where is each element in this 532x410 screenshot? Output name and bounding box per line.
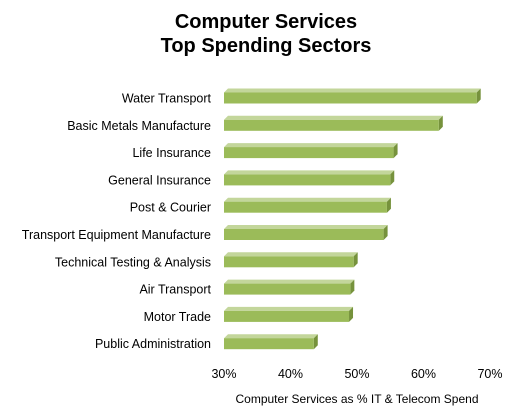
- x-tick-label: 70%: [477, 367, 502, 381]
- category-label: Air Transport: [139, 283, 211, 297]
- bar-side: [390, 170, 395, 186]
- category-label: Transport Equipment Manufacture: [22, 228, 211, 242]
- category-label: Basic Metals Manufacture: [67, 119, 211, 133]
- bar: [224, 115, 443, 131]
- bar-side: [393, 143, 398, 159]
- bar-face: [224, 174, 391, 186]
- bar-side: [438, 115, 443, 131]
- bar: [224, 225, 388, 240]
- x-tick-labels: 30% 40% 50% 60% 70%: [211, 367, 502, 381]
- bar-top: [224, 143, 398, 148]
- x-tick-label: 50%: [344, 367, 369, 381]
- bar-top: [224, 225, 388, 229]
- bar-face: [224, 119, 439, 131]
- x-axis-title: Computer Services as % IT & Telecom Spen…: [236, 392, 479, 406]
- bars-layer: [224, 88, 481, 350]
- category-label: Water Transport: [122, 92, 212, 106]
- bar-top: [224, 170, 395, 175]
- bar: [224, 252, 358, 268]
- category-label: Life Insurance: [132, 146, 211, 160]
- bar-face: [224, 201, 387, 213]
- x-tick-label: 30%: [211, 367, 236, 381]
- bar: [224, 170, 395, 186]
- bar-side: [383, 225, 388, 240]
- category-label: Post & Courier: [130, 201, 211, 215]
- category-label: General Insurance: [108, 173, 211, 187]
- bar-side: [349, 306, 354, 322]
- bar-top: [224, 197, 391, 202]
- bar-top: [224, 306, 354, 311]
- x-tick-label: 60%: [411, 367, 436, 381]
- bar-face: [224, 256, 354, 268]
- chart-title-line-1: Computer Services: [174, 11, 358, 33]
- bar-side: [386, 197, 391, 213]
- bar-side: [353, 252, 358, 268]
- bar-side: [350, 279, 355, 295]
- x-tick-label: 40%: [278, 367, 303, 381]
- bar-top: [224, 334, 318, 339]
- bar-top: [224, 252, 358, 257]
- bar: [224, 143, 398, 159]
- bar-face: [224, 338, 314, 350]
- bar-top: [224, 88, 481, 93]
- bar-face: [224, 147, 394, 159]
- bar: [224, 279, 355, 295]
- bar-face: [224, 283, 351, 295]
- bar-face: [224, 92, 477, 104]
- bar-side: [476, 88, 481, 104]
- category-labels: Water Transport Basic Metals Manufacture L…: [22, 92, 212, 352]
- bar-face: [224, 229, 384, 240]
- bar: [224, 197, 391, 213]
- bar-top: [224, 279, 355, 284]
- bar: [224, 88, 481, 104]
- chart-title-line-2: Top Spending Sectors: [160, 35, 372, 57]
- category-label: Technical Testing & Analysis: [55, 255, 211, 269]
- bar-top: [224, 115, 443, 120]
- bar: [224, 306, 354, 322]
- category-label: Public Administration: [95, 337, 211, 351]
- bar: [224, 334, 318, 350]
- bar-face: [224, 310, 350, 322]
- bar-side: [313, 334, 318, 350]
- category-label: Motor Trade: [144, 310, 211, 324]
